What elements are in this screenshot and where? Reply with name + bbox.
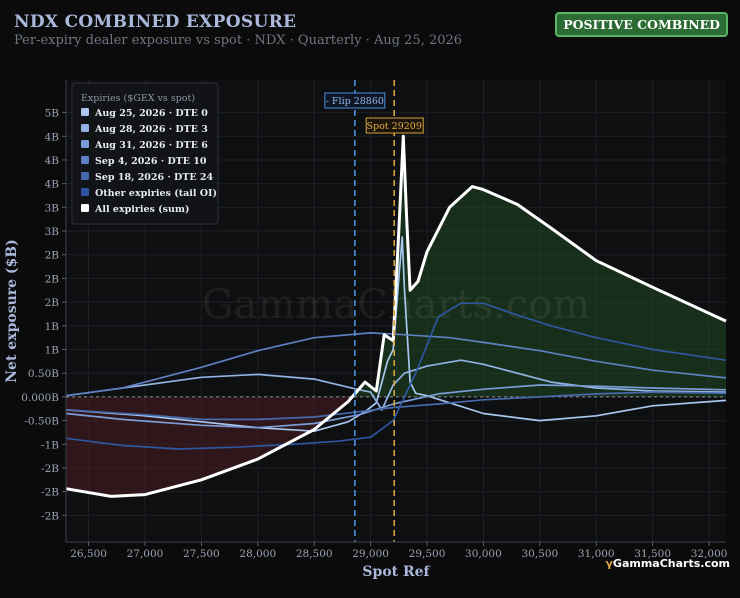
- y-tick-label: 4B: [45, 179, 60, 191]
- y-tick-label: -2B: [41, 463, 59, 475]
- legend-item: Aug 28, 2026 · DTE 3: [94, 124, 208, 135]
- legend-item: Aug 25, 2026 · DTE 0: [94, 108, 208, 119]
- x-tick-label: 30,500: [521, 548, 558, 560]
- legend-item: Sep 4, 2026 · DTE 10: [95, 156, 207, 167]
- legend-swatch: [81, 108, 89, 116]
- series-line-6: [65, 134, 727, 498]
- x-tick-label: 28,500: [296, 548, 333, 560]
- legend-title: Expiries ($GEX vs spot): [81, 93, 195, 104]
- y-tick-label: 4B: [45, 131, 60, 143]
- x-tick-label: 31,000: [578, 548, 615, 560]
- y-tick-label: 2B: [45, 297, 60, 309]
- y-tick-label: 0.50B: [28, 368, 59, 380]
- chart-subtitle: Per-expiry dealer exposure vs spot · NDX…: [14, 33, 463, 48]
- x-tick-label: 27,000: [127, 548, 164, 560]
- positive-fill: [352, 136, 726, 397]
- brand-logo: γGammaCharts.com: [605, 557, 730, 570]
- x-tick-label: 28,000: [239, 548, 276, 560]
- legend-item: Aug 31, 2026 · DTE 6: [94, 140, 208, 151]
- flip-label: - Flip 28860: [326, 96, 384, 107]
- legend-box: [71, 82, 219, 225]
- x-tick-label: 26,500: [70, 548, 107, 560]
- y-tick-label: 0.000B: [21, 392, 59, 404]
- y-tick-label: -2B: [41, 510, 59, 522]
- gamma-icon: γ: [605, 557, 613, 570]
- x-tick-label: 30,000: [465, 548, 502, 560]
- y-tick-label: 1B: [45, 345, 60, 357]
- series-line-1: [65, 359, 727, 411]
- series-line-5: [65, 302, 727, 450]
- y-tick-label: 3B: [45, 202, 60, 214]
- flip-label-box: [324, 92, 386, 109]
- x-tick-label: 29,000: [352, 548, 389, 560]
- legend-item: Sep 18, 2026 · DTE 24: [95, 172, 214, 183]
- y-tick-label: 1B: [45, 321, 60, 333]
- x-tick-label: 32,000: [691, 548, 728, 560]
- negative-fill: [66, 396, 726, 497]
- x-tick-label: 27,500: [183, 548, 220, 560]
- x-axis-label: Spot Ref: [362, 564, 430, 580]
- y-tick-label: 2B: [45, 250, 60, 262]
- series-line-2: [65, 384, 727, 429]
- legend-swatch: [81, 172, 89, 180]
- y-tick-label: -1B: [41, 439, 59, 451]
- y-tick-label: 3B: [45, 226, 60, 238]
- legend-swatch: [81, 204, 89, 212]
- y-tick-label: -0.50B: [24, 416, 59, 428]
- y-tick-label: 4B: [45, 155, 60, 167]
- y-tick-label: 5B: [45, 108, 60, 120]
- legend-item: Other expiries (tail OI): [95, 188, 217, 199]
- x-tick-label: 29,500: [409, 548, 446, 560]
- y-tick-label: -2B: [41, 487, 59, 499]
- legend-swatch: [81, 188, 89, 196]
- spot-label-box: [365, 117, 424, 134]
- x-tick-label: 31,500: [634, 548, 671, 560]
- legend-swatch: [81, 156, 89, 164]
- series-line-4: [65, 391, 727, 421]
- status-badge: POSITIVE COMBINED: [555, 12, 728, 37]
- spot-label: Spot 29209: [367, 121, 422, 132]
- series-line-3: [65, 332, 727, 397]
- legend-swatch: [81, 124, 89, 132]
- legend-swatch: [81, 140, 89, 148]
- legend-item: All expiries (sum): [94, 204, 189, 215]
- y-axis-label: Net exposure ($B): [4, 239, 20, 382]
- y-tick-label: 2B: [45, 273, 60, 285]
- chart-title: NDX COMBINED EXPOSURE: [14, 12, 297, 32]
- brand-text: GammaCharts.com: [612, 557, 730, 570]
